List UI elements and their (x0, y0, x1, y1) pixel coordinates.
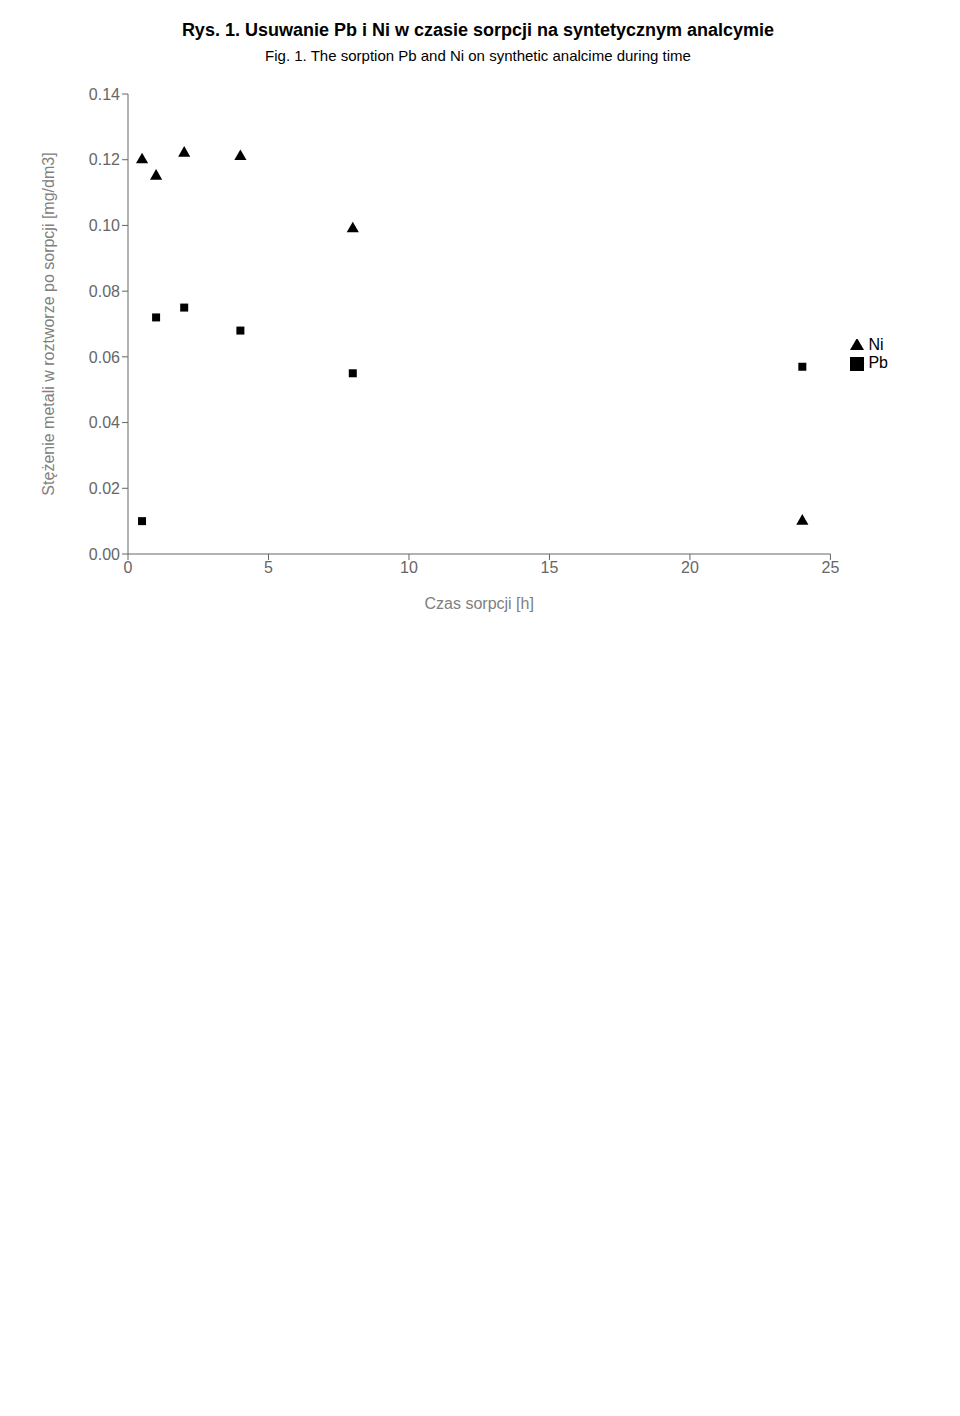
svg-text:0.14: 0.14 (89, 86, 120, 103)
svg-text:15: 15 (541, 559, 559, 576)
svg-text:0.12: 0.12 (89, 151, 120, 168)
svg-text:0.00: 0.00 (89, 546, 120, 563)
html-text:Ni: Ni (868, 336, 884, 353)
svg-text:10: 10 (400, 559, 418, 576)
svg-text:20: 20 (681, 559, 699, 576)
svg-text:25: 25 (822, 559, 840, 576)
svg-text:5: 5 (264, 559, 273, 576)
html-text:Pb: Pb (868, 354, 888, 371)
html-text:Rys. 1. Usuwanie Pb i Ni w cza: Rys. 1. Usuwanie Pb i Ni w czasie sorpcj… (181, 20, 775, 40)
svg-text:0.02: 0.02 (89, 480, 120, 497)
svg-text:0.08: 0.08 (89, 283, 120, 300)
svg-text:0.10: 0.10 (89, 217, 120, 234)
html-text:Fig. 1. The sorption Pb and Ni: Fig. 1. The sorption Pb and Ni on synthe… (265, 47, 691, 64)
svg-text:0.06: 0.06 (89, 349, 120, 366)
svg-text:0: 0 (124, 559, 133, 576)
svg-text:Czas sorpcji [h]: Czas sorpcji [h] (425, 595, 534, 612)
svg-text:0.04: 0.04 (89, 414, 120, 431)
svg-text:Stężenie metali w roztworze po: Stężenie metali w roztworze po sorpcji [… (40, 152, 57, 495)
